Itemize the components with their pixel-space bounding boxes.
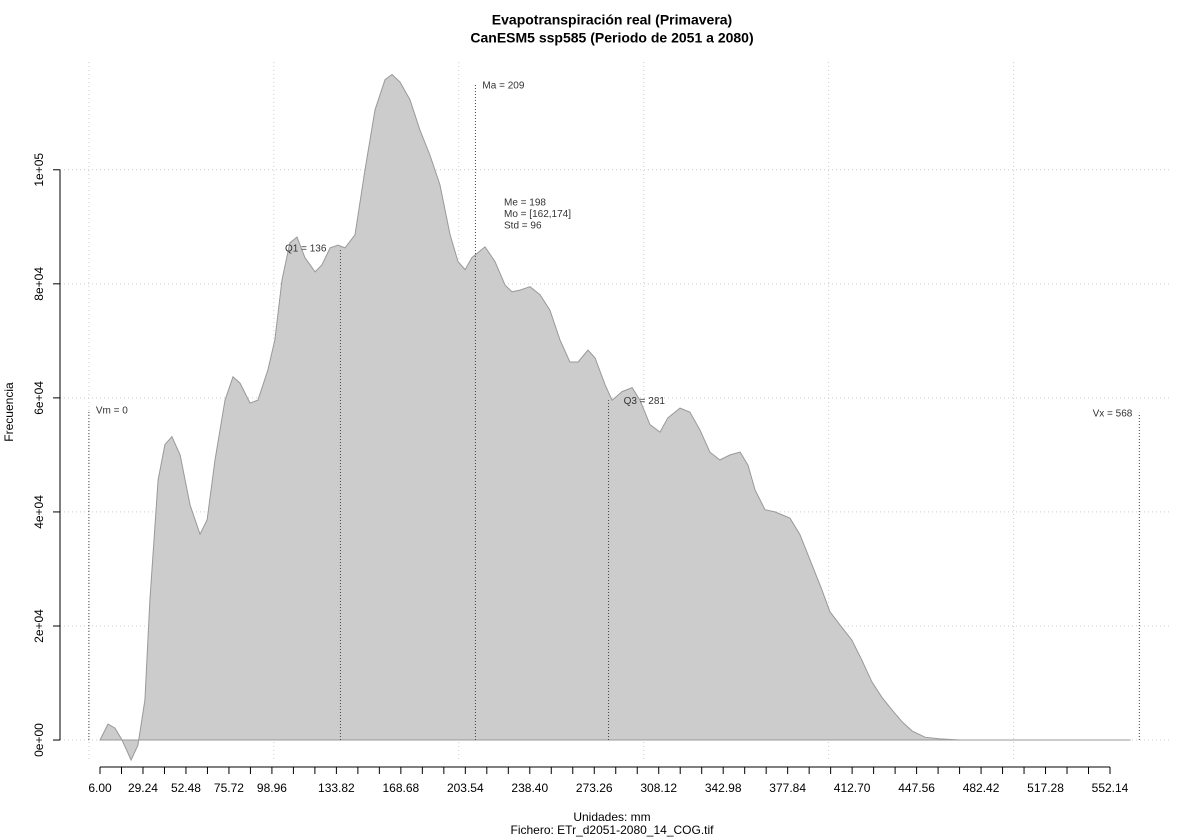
x-tick-label: 273.26 bbox=[576, 781, 613, 795]
y-tick-label: 6e+04 bbox=[32, 381, 46, 415]
x-tick-label: 75.72 bbox=[214, 781, 244, 795]
density-area bbox=[99, 73, 1131, 762]
x-tick-label: 447.56 bbox=[898, 781, 935, 795]
stats-label: Mo = [162,174] bbox=[504, 209, 571, 220]
annotation-label: Q1 = 136 bbox=[285, 244, 327, 255]
y-tick-label: 4e+04 bbox=[32, 495, 46, 529]
x-tick-label: 412.70 bbox=[834, 781, 871, 795]
chart-title: Evapotranspiración real (Primavera) bbox=[492, 12, 732, 28]
annotation-label: Ma = 209 bbox=[482, 80, 524, 91]
chart-subtitle: CanESM5 ssp585 (Periodo de 2051 a 2080) bbox=[470, 30, 753, 46]
stats-label: Std = 96 bbox=[504, 221, 542, 232]
annotation-label: Vm = 0 bbox=[96, 406, 128, 417]
stats-label: Me = 198 bbox=[504, 198, 546, 209]
x-tick-label: 377.84 bbox=[769, 781, 806, 795]
x-tick-label: 6.00 bbox=[88, 781, 112, 795]
x-tick-label: 342.98 bbox=[705, 781, 742, 795]
x-tick-label: 98.96 bbox=[257, 781, 287, 795]
y-tick-label: 0e+00 bbox=[32, 723, 46, 757]
y-tick-label: 2e+04 bbox=[32, 609, 46, 643]
x-tick-label: 133.82 bbox=[318, 781, 355, 795]
x-tick-label: 29.24 bbox=[128, 781, 158, 795]
x-tick-label: 482.42 bbox=[963, 781, 1000, 795]
annotation-label: Q3 = 281 bbox=[624, 396, 666, 407]
y-axis-label: Frecuencia bbox=[2, 382, 16, 442]
x-tick-label: 168.68 bbox=[382, 781, 419, 795]
annotation-label: Vx = 568 bbox=[1093, 408, 1133, 419]
y-tick-label: 1e+05 bbox=[32, 153, 46, 187]
x-axis-label: Unidades: mm bbox=[573, 810, 650, 824]
x-tick-label: 552.14 bbox=[1092, 781, 1129, 795]
x-tick-label: 517.28 bbox=[1027, 781, 1064, 795]
caption: Fichero: ETr_d2051-2080_14_COG.tif bbox=[511, 823, 715, 837]
x-tick-label: 308.12 bbox=[640, 781, 677, 795]
x-tick-label: 238.40 bbox=[511, 781, 548, 795]
y-tick-label: 8e+04 bbox=[32, 267, 46, 301]
x-tick-label: 52.48 bbox=[171, 781, 201, 795]
x-tick-label: 203.54 bbox=[447, 781, 484, 795]
